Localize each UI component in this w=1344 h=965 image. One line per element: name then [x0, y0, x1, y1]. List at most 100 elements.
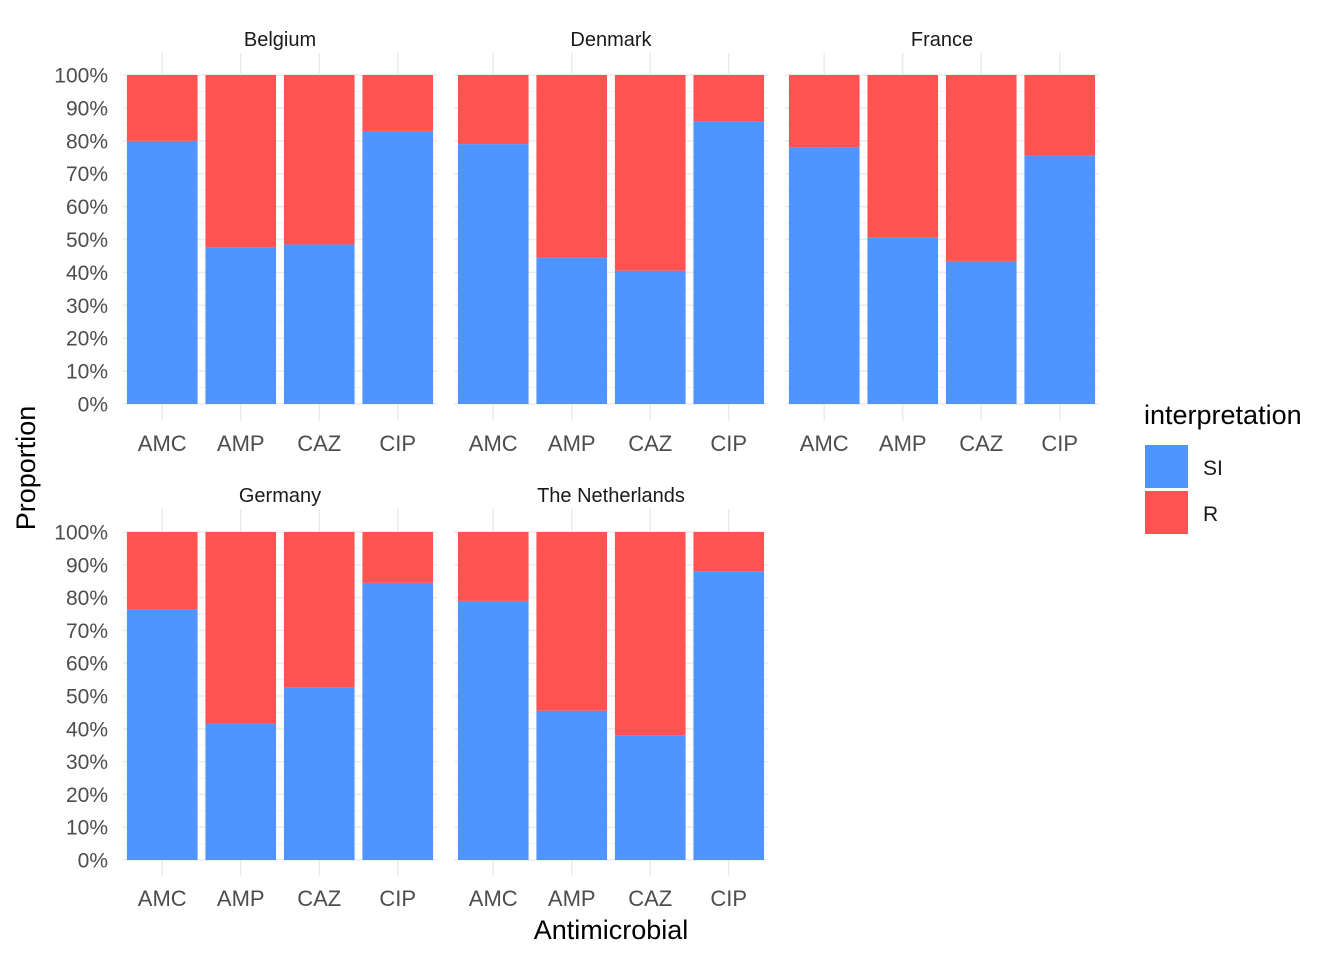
bar-the-netherlands-amc-si — [457, 600, 529, 860]
x-tick-label: CIP — [710, 886, 747, 911]
x-tick-label: CAZ — [628, 886, 672, 911]
bar-france-caz-r — [945, 75, 1017, 261]
bar-germany-amc-r — [126, 532, 198, 610]
x-tick-label: AMC — [469, 431, 518, 456]
x-tick-label: CAZ — [297, 886, 341, 911]
facet-title-france: France — [911, 29, 973, 51]
x-tick-label: CIP — [379, 886, 416, 911]
y-tick-label: 0% — [78, 850, 108, 873]
bar-belgium-amp-r — [205, 75, 277, 248]
x-tick-label: CIP — [1041, 431, 1078, 456]
y-tick-label: 100% — [54, 522, 108, 545]
x-tick-label: CIP — [379, 431, 416, 456]
bar-germany-caz-r — [283, 532, 355, 688]
x-tick-label: AMP — [217, 886, 265, 911]
bar-denmark-caz-si — [614, 270, 686, 404]
panel-france: France AMC AMP CAZ CIP — [785, 29, 1099, 456]
bar-france-amc-si — [788, 147, 860, 404]
bar-the-netherlands-cip-si — [693, 571, 765, 860]
legend-label-si: SI — [1203, 457, 1223, 480]
y-tick-label: 90% — [66, 554, 108, 577]
y-tick-label: 40% — [66, 262, 108, 285]
facet-title-denmark: Denmark — [570, 29, 652, 51]
bar-denmark-caz-r — [614, 75, 686, 271]
y-tick-label: 40% — [66, 718, 108, 741]
y-tick-label: 10% — [66, 361, 108, 384]
x-tick-label: AMP — [548, 886, 596, 911]
y-tick-label: 60% — [66, 196, 108, 219]
legend-title: interpretation — [1144, 400, 1302, 430]
bar-belgium-amc-r — [126, 75, 198, 141]
bar-belgium-caz-r — [283, 75, 355, 245]
y-tick-label: 50% — [66, 229, 108, 252]
y-tick-label: 20% — [66, 784, 108, 807]
panel-denmark: Denmark AMC AMP CAZ CIP — [454, 29, 768, 456]
legend-key-si — [1145, 445, 1188, 488]
x-tick-label: AMC — [800, 431, 849, 456]
bar-the-netherlands-amc-r — [457, 532, 529, 601]
legend-label-r: R — [1203, 503, 1218, 526]
x-tick-label: AMP — [548, 431, 596, 456]
y-tick-label: 10% — [66, 817, 108, 840]
y-tick-label: 20% — [66, 328, 108, 351]
y-tick-label: 80% — [66, 587, 108, 610]
bar-belgium-amc-si — [126, 140, 198, 405]
bar-the-netherlands-caz-r — [614, 532, 686, 736]
bar-denmark-amp-r — [536, 75, 608, 258]
y-tick-label: 80% — [66, 130, 108, 153]
y-tick-label: 70% — [66, 163, 108, 186]
bar-france-amp-r — [867, 75, 939, 238]
bar-belgium-cip-r — [362, 75, 434, 131]
y-tick-label: 60% — [66, 653, 108, 676]
bar-france-cip-r — [1024, 75, 1096, 156]
bar-germany-amp-si — [205, 723, 277, 860]
bar-the-netherlands-cip-r — [693, 532, 765, 572]
bar-belgium-caz-si — [283, 244, 355, 404]
facet-title-the-netherlands: The Netherlands — [537, 485, 685, 507]
bar-the-netherlands-amp-si — [536, 710, 608, 860]
y-tick-label: 70% — [66, 620, 108, 643]
bar-france-amp-si — [867, 237, 939, 404]
y-tick-label: 0% — [78, 394, 108, 417]
y-tick-label: 50% — [66, 686, 108, 709]
bar-germany-cip-si — [362, 582, 434, 860]
x-tick-label: AMC — [138, 431, 187, 456]
panel-the-netherlands: The Netherlands AMC AMP CAZ CIP — [454, 485, 768, 911]
bar-germany-amc-si — [126, 609, 198, 860]
x-tick-label: AMC — [138, 886, 187, 911]
bar-france-cip-si — [1024, 155, 1096, 404]
x-axis-title: Antimicrobial — [534, 915, 689, 945]
bar-the-netherlands-caz-si — [614, 735, 686, 860]
x-tick-label: CAZ — [297, 431, 341, 456]
bar-germany-caz-si — [283, 687, 355, 860]
bar-france-amc-r — [788, 75, 860, 148]
bar-germany-cip-r — [362, 532, 434, 583]
y-tick-label: 30% — [66, 295, 108, 318]
x-tick-label: CIP — [710, 431, 747, 456]
bar-denmark-amc-si — [457, 144, 529, 404]
panel-germany: Germany AMC AMP CAZ CIP 0% 10% 20% 30% 40% 50% 60% 7… — [54, 485, 437, 911]
x-tick-label: CAZ — [628, 431, 672, 456]
bar-belgium-cip-si — [362, 130, 434, 404]
bar-the-netherlands-amp-r — [536, 532, 608, 711]
facet-title-belgium: Belgium — [244, 29, 316, 51]
panel-belgium: Belgium AMC AMP CAZ CIP 0% 10% 20% 30% 40% 50% 60% 7… — [54, 29, 437, 456]
x-tick-label: AMC — [469, 886, 518, 911]
bar-belgium-amp-si — [205, 247, 277, 404]
bar-denmark-amc-r — [457, 75, 529, 145]
x-tick-label: AMP — [879, 431, 927, 456]
bar-denmark-cip-r — [693, 75, 765, 122]
legend-key-r — [1145, 491, 1188, 534]
bar-denmark-amp-si — [536, 257, 608, 404]
bar-denmark-cip-si — [693, 121, 765, 404]
y-tick-label: 30% — [66, 751, 108, 774]
x-tick-label: CAZ — [959, 431, 1003, 456]
facet-title-germany: Germany — [239, 485, 321, 507]
bar-germany-amp-r — [205, 532, 277, 724]
y-tick-label: 100% — [54, 65, 108, 88]
bar-france-caz-si — [945, 260, 1017, 404]
y-axis-title: Proportion — [11, 406, 41, 531]
x-tick-label: AMP — [217, 431, 265, 456]
